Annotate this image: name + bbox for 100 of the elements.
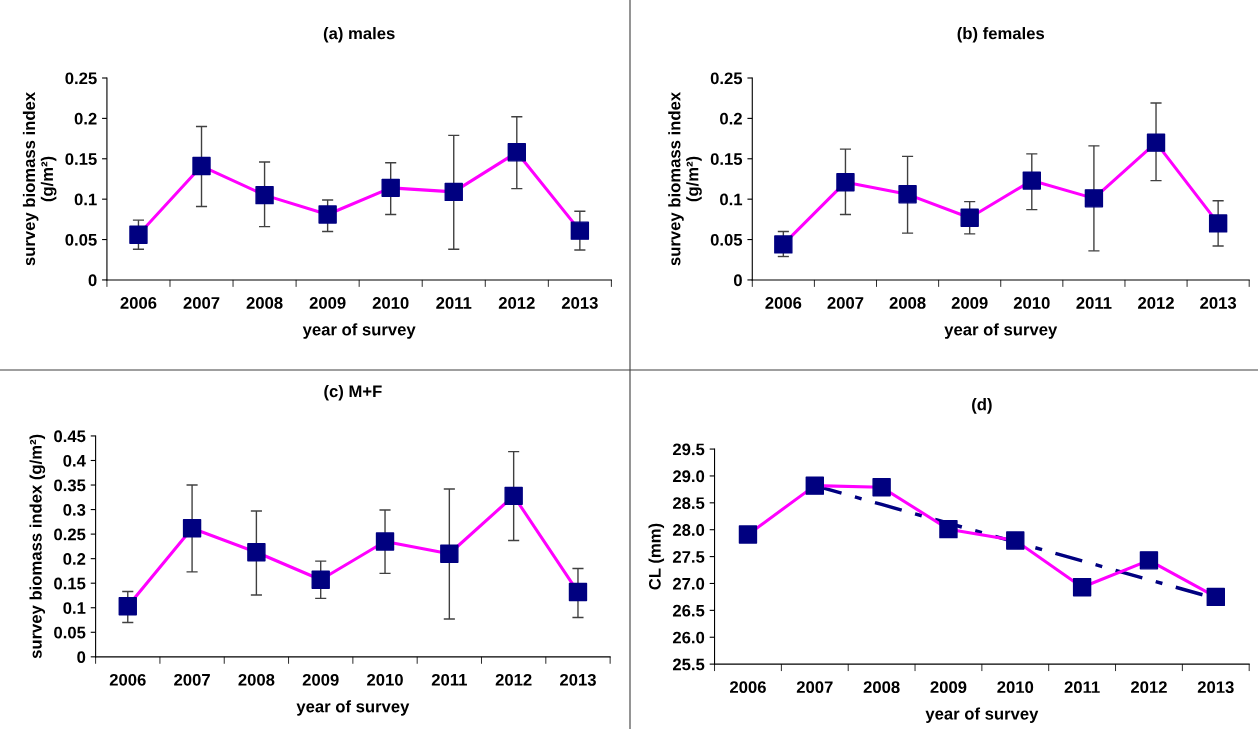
x-tick-label: 2012 <box>498 297 535 309</box>
point <box>898 185 917 204</box>
x-tick-label: 2007 <box>827 297 864 309</box>
y-tick-label: 28.5 <box>672 497 705 510</box>
x-tick-label: 2012 <box>1130 681 1167 694</box>
x-axis-title: year of survey <box>296 700 410 716</box>
x-tick-label: 2011 <box>436 297 472 309</box>
y-axis-title: survey biomass index (g/m²) <box>22 92 57 266</box>
point <box>805 476 824 495</box>
y-axis-title: CL (mm) <box>648 523 665 590</box>
y-tick-label: 27.0 <box>672 577 705 590</box>
point <box>1146 133 1166 152</box>
y-tick-label: 0.1 <box>63 602 86 614</box>
y-tick-label: 0.25 <box>65 72 97 85</box>
x-tick-label: 2010 <box>372 297 409 309</box>
x-tick-label: 2013 <box>561 297 598 309</box>
point <box>960 208 979 227</box>
x-tick-label: 2006 <box>120 297 157 309</box>
x-tick-label: 2012 <box>495 673 532 686</box>
y-tick-label: 26.5 <box>672 604 705 617</box>
point <box>182 519 202 538</box>
y-tick-label: 0.15 <box>54 577 86 590</box>
x-tick-label: 2010 <box>997 681 1034 694</box>
point <box>375 532 395 551</box>
point <box>507 143 527 162</box>
point <box>381 178 400 198</box>
x-tick-label: 2011 <box>431 673 467 686</box>
point <box>440 544 459 563</box>
y-tick-label: 29.0 <box>672 470 705 483</box>
point <box>1072 578 1092 597</box>
point <box>939 519 958 539</box>
chart-title: (b) females <box>957 27 1045 43</box>
y-axis-title: survey biomass index (g/m²) <box>668 92 702 266</box>
x-tick-label: 2007 <box>183 297 220 309</box>
y-tick-label: 0.2 <box>720 112 742 125</box>
point <box>568 582 588 602</box>
x-axis-title: year of survey <box>944 323 1058 339</box>
point <box>1022 171 1041 190</box>
x-tick-label: 2008 <box>246 297 283 309</box>
x-tick-label: 2011 <box>1064 681 1100 694</box>
y-tick-label: 0.15 <box>710 153 743 165</box>
chart-title: (a) males <box>323 27 395 43</box>
point <box>738 525 758 544</box>
x-tick-label: 2010 <box>367 673 403 686</box>
x-tick-label: 2008 <box>238 673 275 686</box>
x-tick-label: 2009 <box>930 681 967 694</box>
y-tick-label: 0 <box>88 274 97 287</box>
x-tick-label: 2011 <box>1076 297 1112 309</box>
y-tick-label: 0.05 <box>54 626 86 639</box>
y-tick-label: 0.1 <box>720 193 743 206</box>
x-axis-title: year of survey <box>302 323 416 339</box>
point <box>129 225 148 244</box>
x-tick-label: 2013 <box>560 673 596 686</box>
x-tick-label: 2006 <box>730 681 766 694</box>
x-tick-label: 2013 <box>1200 297 1237 309</box>
point <box>192 156 211 176</box>
y-axis-title: survey biomass index (g/m²) <box>29 434 46 659</box>
point <box>872 478 891 497</box>
x-tick-label: 2008 <box>863 681 900 694</box>
y-tick-label: 0.05 <box>710 233 743 246</box>
x-tick-label: 2006 <box>109 673 146 686</box>
point <box>247 543 266 562</box>
point <box>504 486 523 506</box>
point <box>311 570 330 589</box>
x-tick-label: 2010 <box>1013 297 1050 309</box>
x-tick-label: 2009 <box>302 673 339 686</box>
x-tick-label: 2008 <box>889 297 926 309</box>
y-tick-label: 29.5 <box>672 443 705 456</box>
y-tick-label: 28.0 <box>672 524 705 536</box>
chart-title: (d) <box>972 398 992 414</box>
x-tick-label: 2009 <box>309 297 346 309</box>
y-tick-label: 0.15 <box>65 153 97 165</box>
x-tick-label: 2013 <box>1197 681 1234 694</box>
x-tick-label: 2007 <box>174 673 210 686</box>
y-tick-label: 0.4 <box>63 454 86 467</box>
point <box>1206 587 1225 607</box>
point <box>1139 551 1159 570</box>
y-tick-label: 0 <box>733 274 742 287</box>
y-tick-label: 0.1 <box>74 193 97 206</box>
y-tick-label: 26.0 <box>672 631 705 644</box>
x-tick-label: 2009 <box>951 297 988 309</box>
point <box>318 205 337 224</box>
x-tick-label: 2007 <box>796 681 833 694</box>
y-tick-label: 0.05 <box>65 233 97 246</box>
y-tick-label: 0 <box>77 651 86 664</box>
chart-title: (c) M+F <box>324 384 382 401</box>
point <box>774 235 793 254</box>
y-tick-label: 0.45 <box>54 430 86 443</box>
x-tick-label: 2006 <box>765 297 802 309</box>
x-axis-title: year of survey <box>925 707 1039 723</box>
point <box>255 185 274 205</box>
point <box>444 182 463 202</box>
point <box>1084 189 1104 208</box>
point <box>570 221 590 240</box>
y-tick-label: 27.5 <box>672 550 705 563</box>
y-tick-label: 0.2 <box>63 553 86 565</box>
point <box>118 597 137 616</box>
x-tick-label: 2012 <box>1138 297 1174 309</box>
point <box>836 173 855 192</box>
point <box>1006 531 1025 550</box>
